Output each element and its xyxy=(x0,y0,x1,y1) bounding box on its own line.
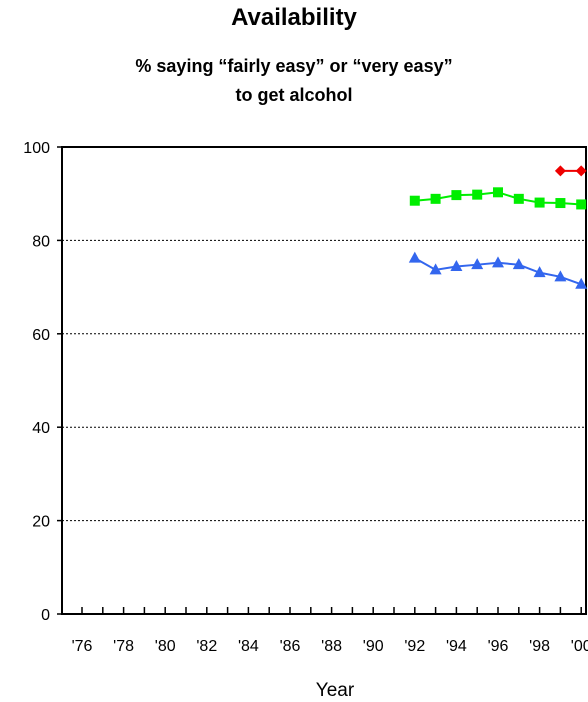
data-point-square xyxy=(576,199,587,210)
x-tick-label: '84 xyxy=(238,638,259,655)
y-tick-label: 80 xyxy=(32,233,50,250)
x-tick-label: '76 xyxy=(72,638,93,655)
x-tick-label: '82 xyxy=(196,638,217,655)
data-point-square xyxy=(409,195,420,206)
data-point-triangle xyxy=(575,277,588,289)
y-tick-label: 0 xyxy=(41,607,50,624)
data-point-triangle xyxy=(408,251,421,263)
data-point-square xyxy=(513,193,524,204)
x-tick-label: '80 xyxy=(155,638,176,655)
x-tick-label: '88 xyxy=(321,638,342,655)
x-tick-label: '90 xyxy=(363,638,384,655)
data-point-triangle xyxy=(533,266,546,278)
y-tick-label: 100 xyxy=(23,140,50,157)
chart-title: Availability xyxy=(231,4,357,31)
data-point-square xyxy=(534,197,545,208)
data-point-diamond xyxy=(554,165,566,177)
data-point-diamond xyxy=(575,165,587,177)
data-point-triangle xyxy=(512,258,525,270)
data-point-triangle xyxy=(429,263,442,275)
y-tick-label: 20 xyxy=(32,514,50,531)
x-tick-label: '96 xyxy=(488,638,509,655)
data-point-square xyxy=(493,187,503,198)
data-point-triangle xyxy=(554,270,567,282)
x-axis-title: Year xyxy=(316,680,355,701)
data-point-square xyxy=(472,189,483,200)
data-point-triangle xyxy=(450,260,463,272)
x-tick-label: '92 xyxy=(404,638,425,655)
plot-frame xyxy=(61,146,587,615)
data-point-square xyxy=(451,190,462,201)
x-tick-label: '86 xyxy=(280,638,301,655)
data-point-triangle xyxy=(471,258,484,270)
x-tick-label: '78 xyxy=(113,638,134,655)
x-tick-label: '00 xyxy=(571,638,588,655)
y-tick-label: 60 xyxy=(32,327,50,344)
x-tick-label: '94 xyxy=(446,638,467,655)
chart-subtitle-line1: % saying “fairly easy” or “very easy” xyxy=(135,56,453,76)
data-point-square xyxy=(555,198,566,209)
data-point-square xyxy=(430,193,441,204)
x-tick-label: '98 xyxy=(529,638,550,655)
data-point-triangle xyxy=(492,256,504,268)
chart-subtitle-line2: to get alcohol xyxy=(235,85,353,105)
y-tick-label: 40 xyxy=(32,420,50,437)
